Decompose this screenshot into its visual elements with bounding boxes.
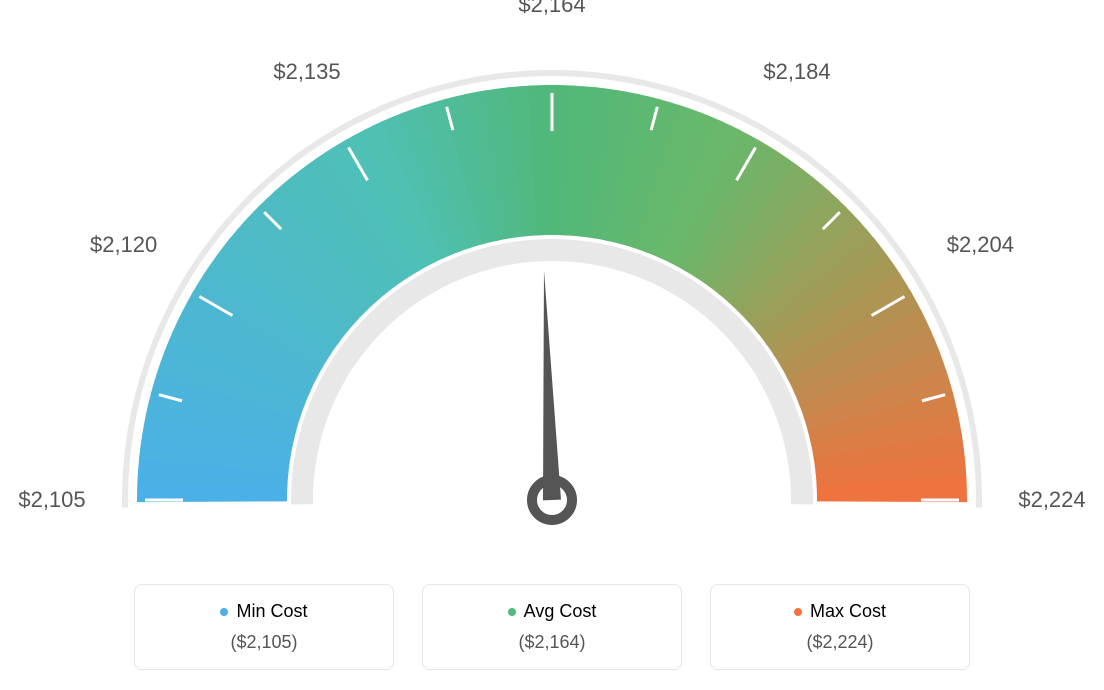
legend-title-avg: Avg Cost [508, 601, 597, 622]
dot-icon [794, 608, 802, 616]
gauge-tick-label: $2,204 [947, 232, 1014, 258]
gauge-tick-label: $2,135 [273, 59, 340, 85]
legend-card-min: Min Cost ($2,105) [134, 584, 394, 670]
legend-value-max: ($2,224) [733, 632, 947, 653]
legend-title-text: Avg Cost [524, 601, 597, 622]
legend-title-text: Max Cost [810, 601, 886, 622]
dot-icon [508, 608, 516, 616]
legend-card-avg: Avg Cost ($2,164) [422, 584, 682, 670]
dot-icon [220, 608, 228, 616]
legend-card-max: Max Cost ($2,224) [710, 584, 970, 670]
gauge-area: $2,105 $2,120 $2,135 $2,164 $2,184 $2,204 $2,2… [0, 0, 1104, 540]
gauge-tick-label: $2,224 [1018, 487, 1085, 513]
legend-row: Min Cost ($2,105) Avg Cost ($2,164) Max … [0, 584, 1104, 670]
legend-title-text: Min Cost [236, 601, 307, 622]
gauge-tick-label: $2,120 [90, 232, 157, 258]
legend-title-max: Max Cost [794, 601, 886, 622]
legend-value-avg: ($2,164) [445, 632, 659, 653]
gauge-svg [0, 0, 1104, 560]
gauge-tick-label: $2,105 [18, 487, 85, 513]
gauge-tick-label: $2,164 [518, 0, 585, 18]
gauge-tick-label: $2,184 [763, 59, 830, 85]
legend-value-min: ($2,105) [157, 632, 371, 653]
legend-title-min: Min Cost [220, 601, 307, 622]
gauge-chart-container: $2,105 $2,120 $2,135 $2,164 $2,184 $2,204 $2,2… [0, 0, 1104, 690]
